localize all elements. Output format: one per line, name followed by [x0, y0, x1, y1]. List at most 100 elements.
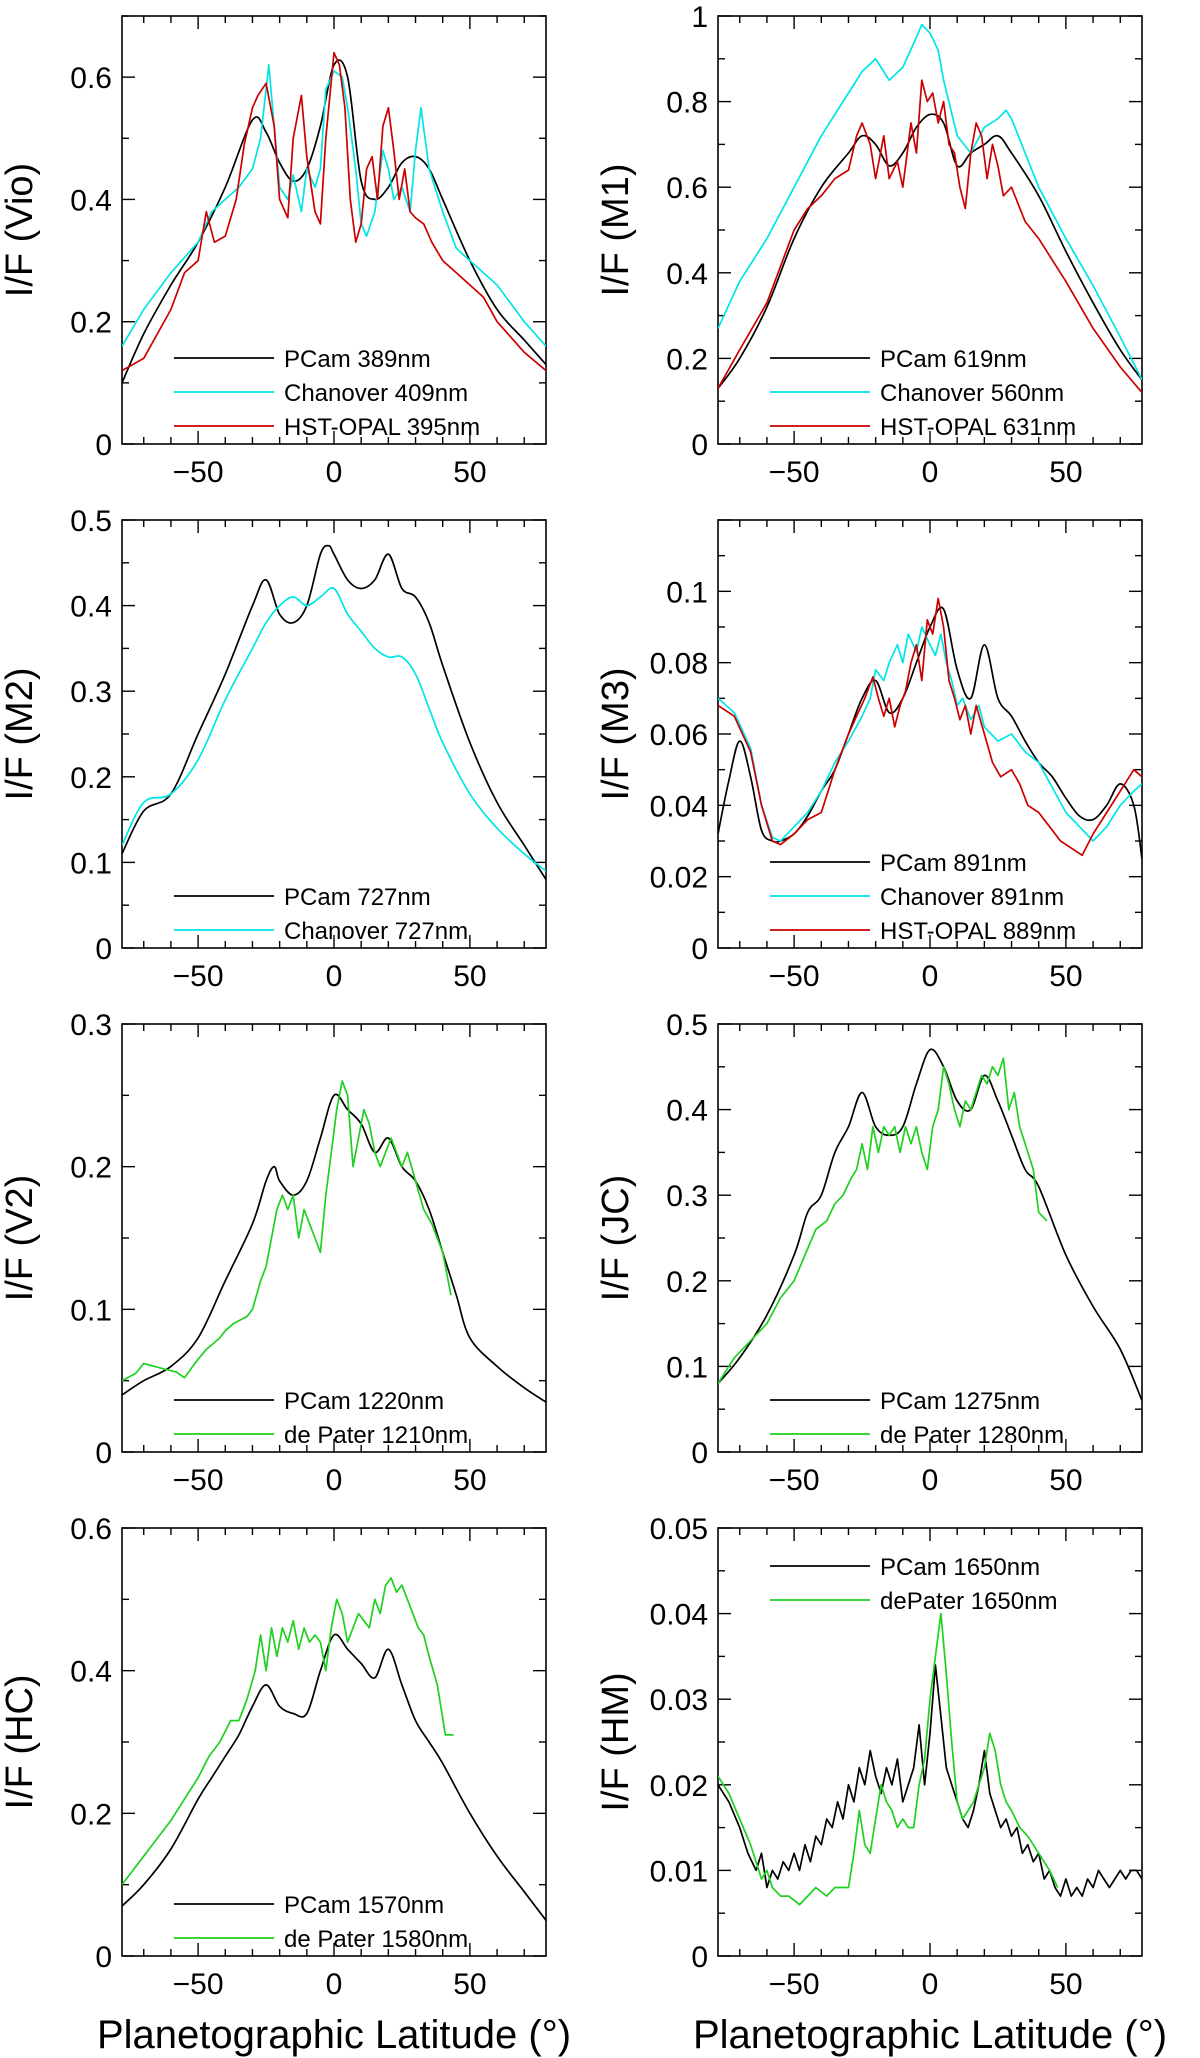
- y-tick-label: 0.2: [70, 307, 112, 340]
- x-tick-label: 50: [1049, 1464, 1082, 1497]
- legend-entry: PCam 1275nm: [880, 1388, 1040, 1415]
- y-axis-label: I/F (M1): [595, 164, 637, 297]
- series-line-1: [718, 1048, 1142, 1401]
- series-line-3: [718, 79, 1142, 394]
- panel-6: −50 0 50 0 0.1 0.2 0.3 0.4 0.5 I/F (JC) PCam 1275n…: [595, 1009, 1143, 1497]
- series-line-2: [718, 23, 1142, 381]
- x-tick-label: −50: [769, 1968, 820, 2001]
- y-tick-label: 0: [95, 1941, 112, 1974]
- series-line-3: [718, 597, 1142, 857]
- y-tick-label: 0.1: [70, 1294, 112, 1327]
- series-group: [122, 1577, 546, 1921]
- legend-entry: Chanover 560nm: [880, 380, 1064, 407]
- x-tick-label: 50: [453, 960, 486, 993]
- y-tick-label: 0: [691, 933, 708, 966]
- legend-entry: PCam 891nm: [880, 850, 1027, 877]
- x-axis-label: Planetographic Latitude (°): [97, 2013, 571, 2057]
- legend-entry: PCam 619nm: [880, 346, 1027, 373]
- x-tick-label: 0: [922, 1464, 939, 1497]
- y-axis-label: I/F (M3): [595, 668, 637, 801]
- y-tick-label: 0.4: [70, 591, 112, 624]
- y-axis-label: I/F (V2): [0, 1175, 41, 1302]
- y-tick-label: 0.3: [70, 676, 112, 709]
- y-axis-label: I/F (Vio): [0, 163, 41, 297]
- legend-entry: HST-OPAL 395nm: [284, 414, 480, 441]
- x-tick-label: 0: [326, 1464, 343, 1497]
- y-tick-label: 0.6: [70, 62, 112, 95]
- panel-4: −50 0 50 0 0.02 0.04 0.06 0.08 0.1 I/F (M3) PCam 8…: [595, 519, 1143, 993]
- series-group: [718, 1612, 1142, 1906]
- y-tick-label: 0.01: [650, 1855, 708, 1888]
- series-group: [122, 1080, 546, 1403]
- y-axis-label: I/F (HC): [0, 1674, 41, 1809]
- legend-entry: dePater 1650nm: [880, 1588, 1057, 1615]
- panel-5: −50 0 50 0 0.1 0.2 0.3 I/F (V2) PCam 1220nm de Pa…: [0, 1009, 547, 1497]
- legend-entry: Chanover 409nm: [284, 380, 468, 407]
- y-tick-label: 0.4: [70, 1656, 112, 1689]
- x-tick-label: 0: [922, 1968, 939, 2001]
- y-tick-label: 0.2: [666, 343, 708, 376]
- x-tick-label: 50: [453, 1464, 486, 1497]
- x-tick-label: 0: [326, 1968, 343, 2001]
- y-tick-label: 0.5: [70, 505, 112, 538]
- y-tick-label: 0: [691, 1437, 708, 1470]
- y-tick-label: 0.2: [70, 1152, 112, 1185]
- y-tick-label: 0.4: [666, 1095, 708, 1128]
- y-axis-label: I/F (M2): [0, 668, 41, 801]
- series-line-1: [122, 59, 546, 384]
- x-tick-label: −50: [769, 960, 820, 993]
- x-tick-label: −50: [173, 1968, 224, 2001]
- x-tick-label: 0: [326, 456, 343, 489]
- series-line-2: [718, 1057, 1048, 1384]
- legend-entry: HST-OPAL 889nm: [880, 918, 1076, 945]
- y-tick-label: 0.08: [650, 648, 708, 681]
- series-line-2: [718, 1612, 1059, 1906]
- series-line-2: [122, 64, 546, 347]
- y-tick-label: 0.3: [70, 1009, 112, 1042]
- legend-entry: de Pater 1580nm: [284, 1926, 468, 1953]
- x-tick-label: −50: [769, 1464, 820, 1497]
- panel-8: −50 0 50 0 0.01 0.02 0.03 0.04 0.05 I/F (HM) Plane…: [595, 1513, 1167, 2057]
- y-tick-label: 0.6: [70, 1513, 112, 1546]
- x-tick-label: 50: [1049, 456, 1082, 489]
- x-tick-label: 50: [453, 1968, 486, 2001]
- y-tick-label: 0.04: [650, 790, 708, 823]
- y-tick-label: 0.02: [650, 1770, 708, 1803]
- x-tick-label: −50: [173, 960, 224, 993]
- x-tick-label: 50: [1049, 1968, 1082, 2001]
- y-axis-label: I/F (HM): [595, 1672, 637, 1811]
- series-line-2: [718, 626, 1142, 842]
- x-tick-label: 0: [922, 456, 939, 489]
- x-axis-label: Planetographic Latitude (°): [693, 2013, 1167, 2057]
- y-tick-label: 0.2: [666, 1266, 708, 1299]
- legend-entry: PCam 1220nm: [284, 1388, 444, 1415]
- series-line-2: [122, 1080, 452, 1382]
- y-tick-label: 0.03: [650, 1684, 708, 1717]
- panel-2: −50 0 50 0 0.2 0.4 0.6 0.8 1 I/F (M1) PCam 619nm Ch…: [595, 1, 1143, 489]
- y-tick-label: 0.1: [70, 847, 112, 880]
- legend-entry: PCam 727nm: [284, 884, 431, 911]
- y-tick-label: 0: [95, 933, 112, 966]
- y-axis-label: I/F (JC): [595, 1175, 637, 1302]
- y-tick-label: 0.2: [70, 1798, 112, 1831]
- panel-3: −50 0 50 0 0.1 0.2 0.3 0.4 0.5 I/F (M2) PCam 727nm…: [0, 505, 547, 993]
- y-tick-label: 0.1: [666, 576, 708, 609]
- panel-7: −50 0 50 0 0.2 0.4 0.6 I/F (HC) Planetographic L…: [0, 1513, 571, 2057]
- series-line-1: [122, 1093, 546, 1403]
- series-group: [718, 1048, 1142, 1401]
- x-tick-label: −50: [173, 1464, 224, 1497]
- series-line-3: [122, 51, 546, 372]
- x-tick-label: −50: [173, 456, 224, 489]
- series-line-2: [122, 587, 546, 872]
- y-tick-label: 0.2: [70, 762, 112, 795]
- legend-entry: Chanover 891nm: [880, 884, 1064, 911]
- x-tick-label: 0: [922, 960, 939, 993]
- y-tick-label: 0.06: [650, 719, 708, 752]
- y-tick-label: 1: [691, 1, 708, 34]
- legend-entry: de Pater 1280nm: [880, 1422, 1064, 1449]
- y-tick-label: 0.8: [666, 87, 708, 120]
- x-tick-label: 50: [1049, 960, 1082, 993]
- x-tick-label: −50: [769, 456, 820, 489]
- series-line-2: [122, 1577, 454, 1886]
